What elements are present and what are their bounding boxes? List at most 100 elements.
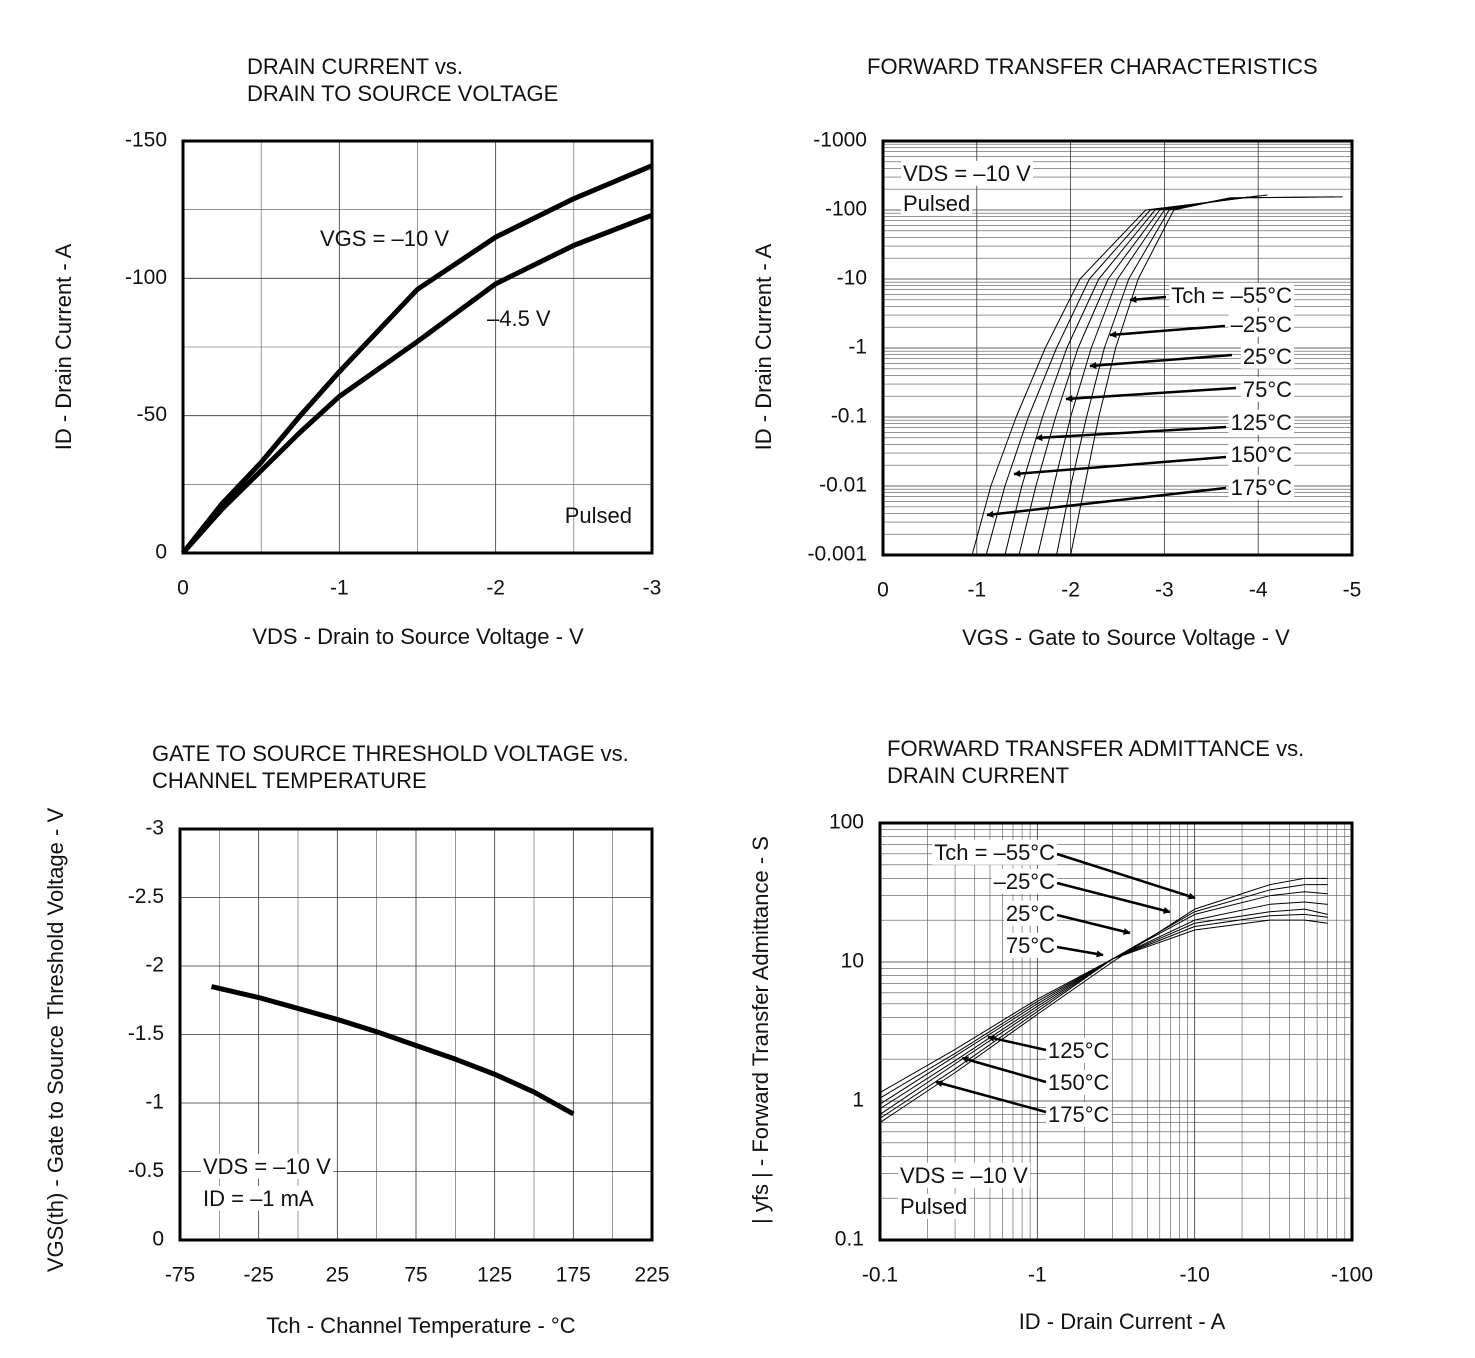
y-tick-label: -100: [825, 198, 867, 221]
chart-title: GATE TO SOURCE THRESHOLD VOLTAGE vs.: [152, 741, 629, 766]
y-tick-label: -2.5: [128, 885, 164, 908]
series-line: [1004, 196, 1249, 556]
label-background: [1046, 1037, 1112, 1063]
x-axis-label: VDS - Drain to Source Voltage - V: [252, 624, 584, 649]
label-background: [901, 190, 973, 216]
plot-frame: [881, 139, 1354, 557]
arrow: [1089, 353, 1233, 370]
chart-title: DRAIN TO SOURCE VOLTAGE: [247, 81, 558, 106]
x-tick-label: 0: [877, 579, 889, 602]
series-label: –25°C: [994, 869, 1056, 894]
x-tick-label: 125: [477, 1264, 512, 1287]
series-label: 25°C: [1006, 901, 1055, 926]
label-background: [1228, 409, 1295, 435]
label-background: [1169, 282, 1295, 308]
arrow: [1056, 913, 1131, 935]
y-tick-label: -0.5: [128, 1159, 164, 1182]
annotation: Pulsed: [900, 1194, 967, 1219]
y-tick-label: -0.1: [831, 405, 867, 428]
x-tick-label: 175: [556, 1264, 591, 1287]
y-tick-label: 10: [841, 950, 864, 973]
x-axis-label: Tch - Channel Temperature - °C: [266, 1313, 575, 1338]
series-line: [879, 891, 1328, 1115]
chart-title: FORWARD TRANSFER CHARACTERISTICS: [867, 54, 1318, 79]
y-tick-label: -0.001: [807, 543, 867, 566]
y-tick-label: -1000: [813, 129, 867, 152]
chart-title: DRAIN CURRENT vs.: [247, 54, 463, 79]
arrow: [1065, 386, 1237, 403]
y-tick-label: 1: [852, 1089, 864, 1112]
arrow: [987, 1034, 1047, 1052]
series-label: 125°C: [1231, 410, 1293, 435]
arrow: [1056, 852, 1196, 900]
series-label: Tch = –55°C: [1171, 283, 1292, 308]
x-tick-label: 25: [326, 1264, 349, 1287]
x-tick-label: 0: [177, 577, 189, 600]
label-background: [1228, 441, 1295, 467]
x-tick-label: -100: [1331, 1264, 1373, 1287]
y-tick-label: -100: [125, 266, 167, 289]
y-tick-label: 100: [829, 811, 864, 834]
series-line: [971, 194, 1268, 556]
label-background: [1003, 932, 1058, 958]
arrow: [1013, 455, 1227, 477]
label-background: [991, 868, 1058, 894]
series-label: 150°C: [1231, 442, 1293, 467]
x-tick-label: -3: [643, 577, 662, 600]
label-background: [1046, 1101, 1112, 1127]
series-line: [985, 195, 1259, 556]
x-tick-label: -1: [967, 579, 986, 602]
annotation: Pulsed: [565, 503, 632, 528]
x-tick-label: -4: [1249, 579, 1268, 602]
y-tick-label: -1: [145, 1091, 164, 1114]
arrow: [961, 1056, 1047, 1084]
y-tick-label: -1: [848, 336, 867, 359]
y-tick-label: -2: [145, 954, 164, 977]
label-background: [1228, 474, 1295, 500]
arrow: [1035, 425, 1227, 442]
series-label: –4.5 V: [487, 306, 551, 331]
plot-frame: [178, 827, 654, 1242]
arrow: [986, 486, 1227, 518]
arrow: [1129, 295, 1167, 303]
series-label: 25°C: [1243, 344, 1292, 369]
chart-title: DRAIN CURRENT: [887, 763, 1069, 788]
annotation: ID = –1 mA: [203, 1186, 314, 1211]
series-label: 75°C: [1243, 377, 1292, 402]
y-tick-label: -150: [125, 129, 167, 152]
series-label: VGS = –10 V: [320, 226, 449, 251]
label-background: [1240, 376, 1295, 402]
label-background: [201, 1185, 316, 1211]
series-label: 175°C: [1048, 1102, 1110, 1127]
series-line: [1037, 197, 1235, 556]
chart-title: FORWARD TRANSFER ADMITTANCE vs.: [887, 736, 1304, 761]
x-tick-label: -0.1: [862, 1264, 898, 1287]
x-tick-label: -1: [330, 577, 349, 600]
x-tick-label: -10: [1179, 1264, 1209, 1287]
x-tick-label: 75: [404, 1264, 427, 1287]
plot-frame: [181, 139, 654, 555]
y-tick-label: 0.1: [835, 1228, 864, 1251]
series-label: 75°C: [1006, 933, 1055, 958]
y-axis-label: | yfs | - Forward Transfer Admittance - …: [748, 836, 773, 1224]
series-line: [181, 212, 653, 555]
arrow: [1056, 881, 1171, 914]
x-axis-label: ID - Drain Current - A: [1019, 1309, 1226, 1334]
series-line: [879, 901, 1328, 1110]
series-label: Tch = –55°C: [934, 840, 1055, 865]
y-axis-label: ID - Drain Current - A: [51, 243, 76, 450]
series-label: –25°C: [1231, 312, 1293, 337]
series-label: 150°C: [1048, 1070, 1110, 1095]
chart-title: CHANNEL TEMPERATURE: [152, 768, 427, 793]
plot-frame: [878, 821, 1354, 1242]
series-label: 125°C: [1048, 1038, 1110, 1063]
series-line: [1056, 196, 1343, 556]
series-line: [1018, 197, 1240, 556]
y-tick-label: -3: [145, 817, 164, 840]
x-tick-label: 225: [634, 1264, 669, 1287]
label-background: [901, 160, 1034, 186]
x-tick-label: -5: [1343, 579, 1362, 602]
x-tick-label: -25: [243, 1264, 273, 1287]
